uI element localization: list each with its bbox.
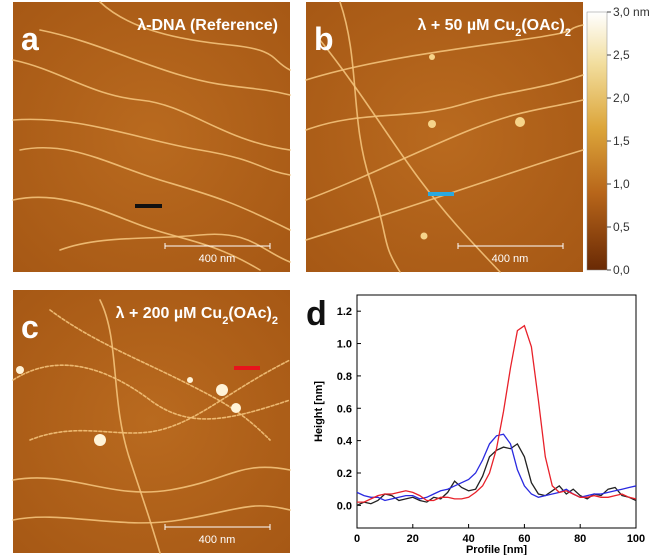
panel-title: λ-DNA (Reference) [137,17,278,34]
panel-letter: d [306,295,327,333]
y-tick-label: 0.2 [337,468,352,480]
title-part: 2 [565,27,571,39]
title-part: 2 [272,315,278,327]
title-part: 2 [222,315,228,327]
panel-title: λ + 50 µM Cu2(OAc)2 [417,17,571,39]
title-part: λ + 50 µM Cu [417,17,515,34]
y-tick-label: 1.2 [337,306,352,318]
y-tick-label: 0.6 [337,403,352,415]
y-axis-label: Height [nm] [313,381,325,442]
x-tick-label: 100 [627,533,645,545]
panel-letter: a [21,21,39,57]
panel-letter: c [21,309,39,345]
x-axis-label: Profile [nm] [466,544,527,555]
colorbar-tick-label: 1,5 [613,134,630,148]
colorbar-tick-label: 3,0 nm [613,5,649,19]
colorbar-tick-label: 0,0 [613,263,630,277]
x-tick-label: 20 [407,533,419,545]
series-line [357,324,637,503]
colorbar-tick-label: 2,5 [613,48,630,62]
title-part: (OAc) [228,305,272,322]
scale-bar-label: 400 nm [199,534,236,546]
colorbar-tick-label: 1,0 [613,177,630,191]
x-tick-label: 40 [462,533,474,545]
scale-bar-label: 400 nm [492,253,529,265]
title-part: (OAc) [521,17,565,34]
panel-letter: b [314,21,334,57]
title-part: λ + 200 µM Cu [116,305,223,322]
plot-frame [356,294,637,529]
x-tick-label: 60 [518,533,530,545]
x-tick-label: 0 [354,533,360,545]
title-part: λ-DNA (Reference) [137,17,278,34]
panel-title: λ + 200 µM Cu2(OAc)2 [116,305,278,327]
title-part: 2 [515,27,521,39]
y-tick-label: 0.4 [337,436,353,448]
colorbar-tick-label: 0,5 [613,220,630,234]
y-tick-label: 1.0 [337,339,352,351]
colorbar [586,11,608,271]
scale-bar-label: 400 nm [199,253,236,265]
x-tick-label: 80 [574,533,586,545]
afm-image-b [305,1,584,273]
y-tick-label: 0.8 [337,371,352,383]
y-tick-label: 0.0 [337,500,352,512]
afm-image-c [12,290,291,554]
series-line [356,433,637,502]
afm-image-a [12,1,291,272]
colorbar-tick-label: 2,0 [613,91,630,105]
